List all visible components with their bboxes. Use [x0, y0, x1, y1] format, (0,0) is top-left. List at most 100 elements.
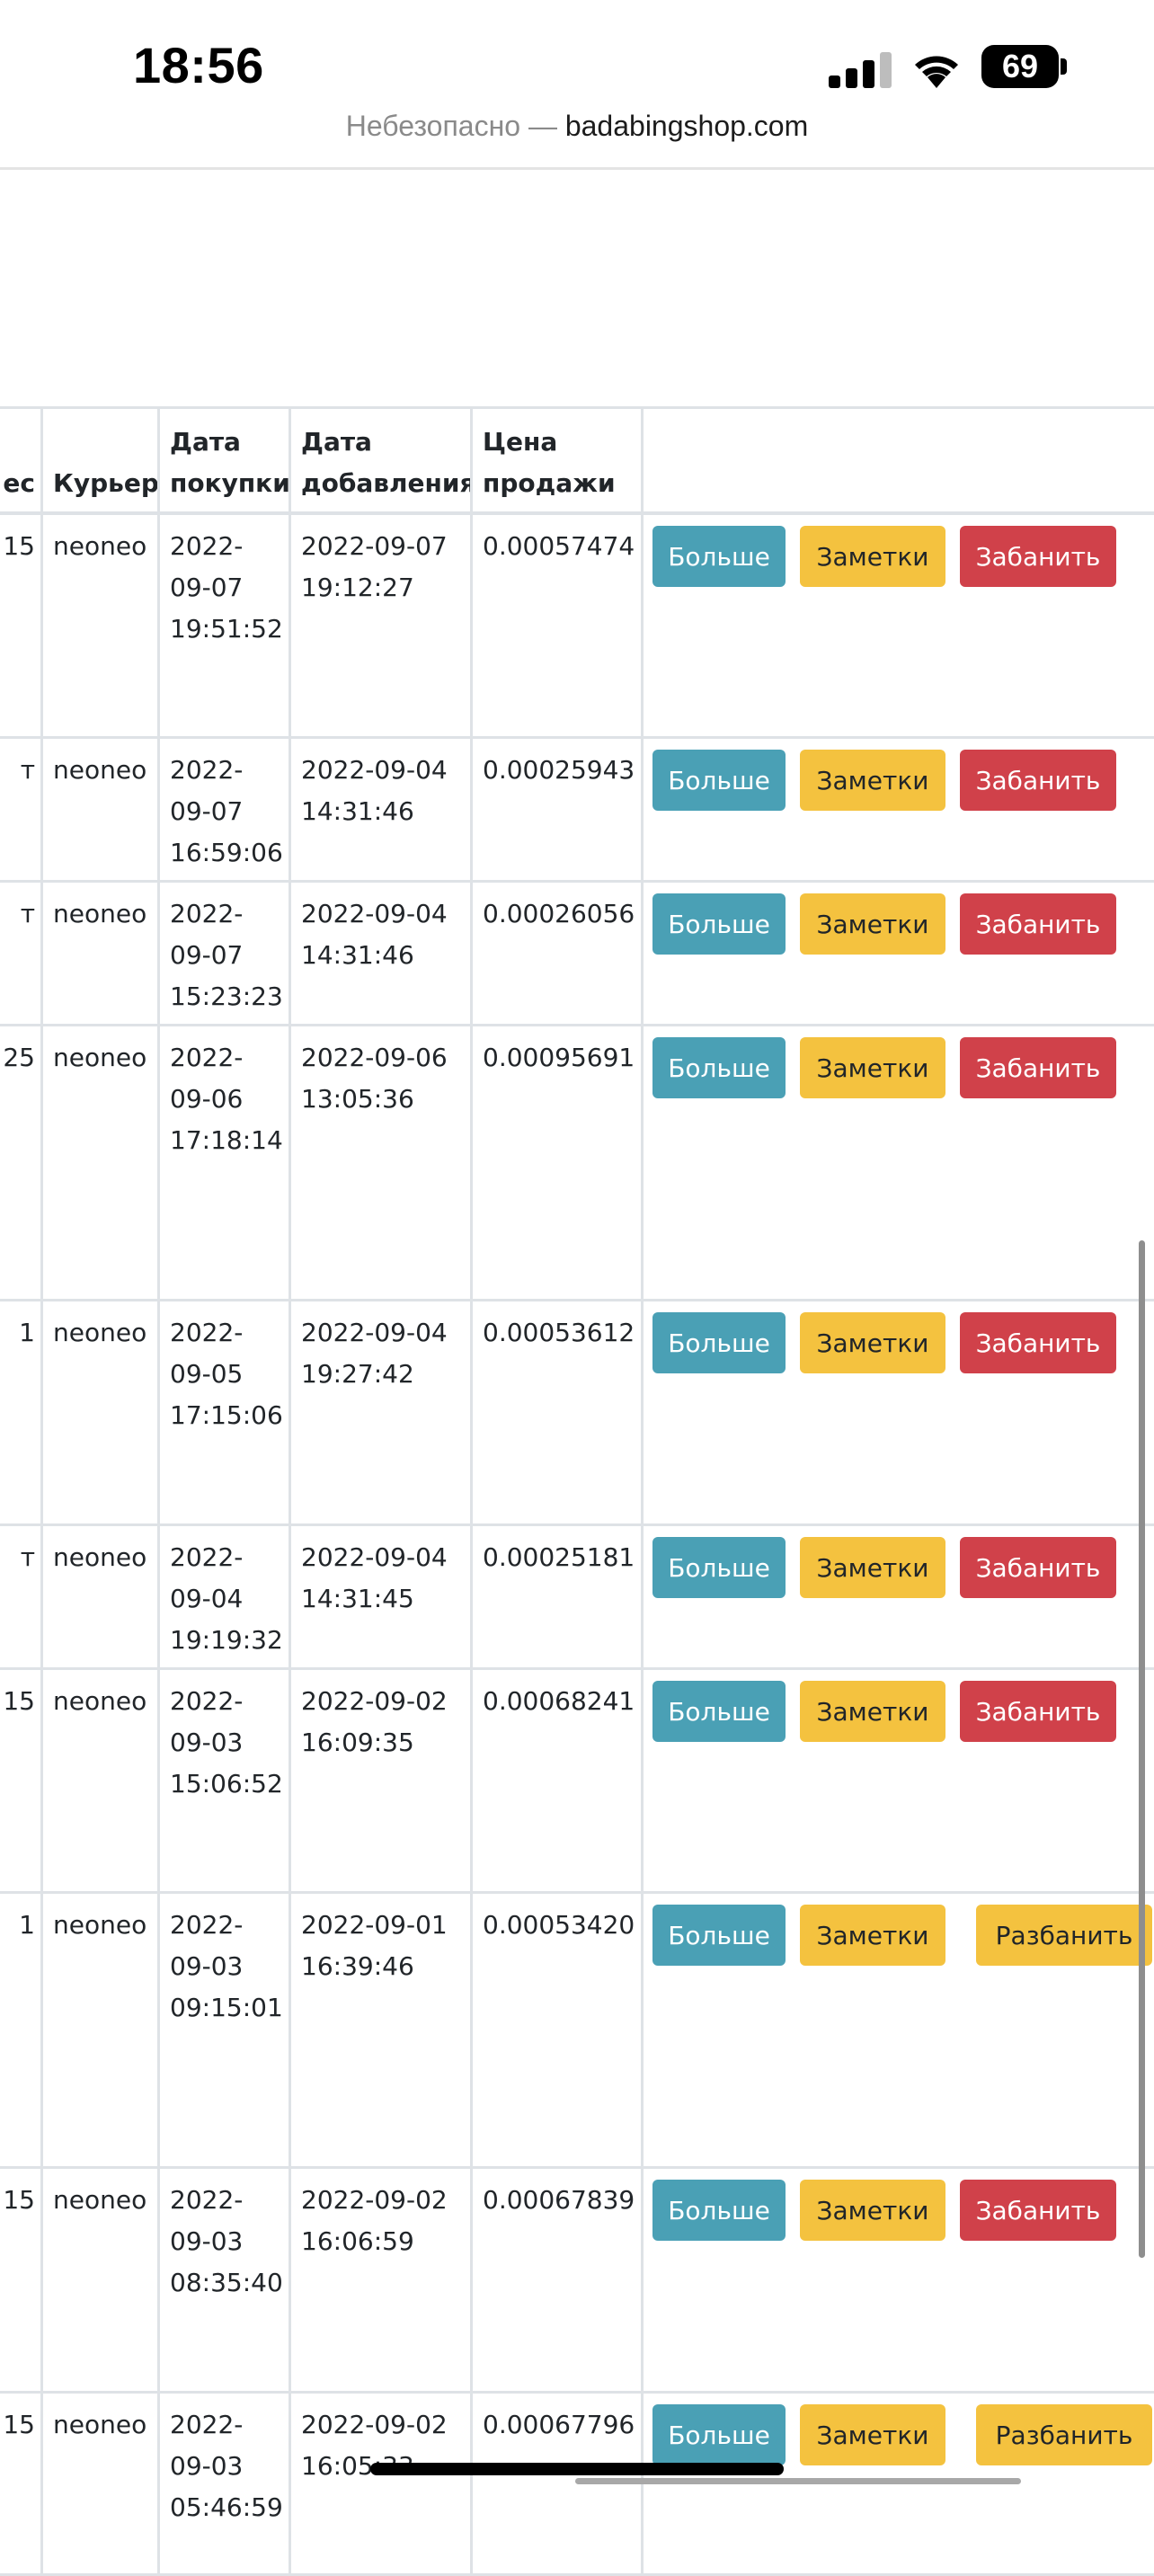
header-actions	[644, 409, 1154, 511]
battery-level: 69	[981, 45, 1059, 88]
header-cell-partial: ес	[0, 409, 43, 511]
more-button[interactable]: Больше	[652, 1537, 786, 1598]
row-added-date: 2022-09-07 19:12:27	[291, 515, 473, 736]
row-courier: neoneo	[43, 1301, 160, 1523]
header-added-date: Дата добавления	[291, 409, 473, 511]
row-purchase-date: 2022-09-03 15:06:52	[160, 1670, 291, 1891]
row-courier: neoneo	[43, 883, 160, 1024]
ban-button[interactable]: Забанить	[960, 2180, 1116, 2241]
row-purchase-date: 2022-09-03 05:46:59	[160, 2394, 291, 2573]
ban-button[interactable]: Забанить	[960, 750, 1116, 811]
row-actions: Больше Заметки Забанить	[644, 1526, 1154, 1667]
row-sale-price: 0.00068241	[473, 1670, 644, 1891]
row-sale-price: 0.00067839	[473, 2169, 644, 2391]
table-header: ес Курьер Дата покупки Дата добавления Ц…	[0, 409, 1154, 515]
more-button[interactable]: Больше	[652, 893, 786, 955]
table-row: 15 neoneo 2022-09-03 08:35:40 2022-09-02 16…	[0, 2169, 1154, 2394]
unban-button[interactable]: Разбанить	[976, 1905, 1152, 1966]
table-row: т neoneo 2022-09-04 19:19:32 2022-09-04 14:…	[0, 1526, 1154, 1670]
more-button[interactable]: Больше	[652, 1312, 786, 1373]
row-actions: Больше Заметки Забанить	[644, 1670, 1154, 1891]
table-row: 15 neoneo 2022-09-07 19:51:52 2022-09-07 19…	[0, 515, 1154, 739]
ban-button[interactable]: Забанить	[960, 526, 1116, 587]
more-button[interactable]: Больше	[652, 1037, 786, 1098]
header-courier: Курьер	[43, 409, 160, 511]
row-courier: neoneo	[43, 1526, 160, 1667]
table-row: 1 neoneo 2022-09-05 17:15:06 2022-09-04 19:…	[0, 1301, 1154, 1526]
status-time: 18:56	[133, 37, 264, 93]
row-sale-price: 0.00053420	[473, 1894, 644, 2166]
row-purchase-date: 2022-09-04 19:19:32	[160, 1526, 291, 1667]
orders-table: ес Курьер Дата покупки Дата добавления Ц…	[0, 406, 1154, 2576]
row-sale-price: 0.00026056	[473, 883, 644, 1024]
row-actions: Больше Заметки Забанить	[644, 515, 1154, 736]
row-courier: neoneo	[43, 739, 160, 880]
notes-button[interactable]: Заметки	[800, 1537, 945, 1598]
row-partial-cell: т	[0, 739, 43, 880]
row-partial-cell: 15	[0, 2394, 43, 2573]
more-button[interactable]: Больше	[652, 750, 786, 811]
row-actions: Больше Заметки Забанить	[644, 2169, 1154, 2391]
row-partial-cell: т	[0, 883, 43, 1024]
row-actions: Больше Заметки Разбанить	[644, 1894, 1154, 2166]
row-courier: neoneo	[43, 1670, 160, 1891]
row-courier: neoneo	[43, 2169, 160, 2391]
table-row: т neoneo 2022-09-07 16:59:06 2022-09-04 14:…	[0, 739, 1154, 883]
notes-button[interactable]: Заметки	[800, 2404, 945, 2465]
more-button[interactable]: Больше	[652, 2404, 786, 2465]
more-button[interactable]: Больше	[652, 2180, 786, 2241]
row-sale-price: 0.00057474	[473, 515, 644, 736]
row-sale-price: 0.00053612	[473, 1301, 644, 1523]
row-purchase-date: 2022-09-06 17:18:14	[160, 1026, 291, 1299]
table-row: т neoneo 2022-09-07 15:23:23 2022-09-04 14:…	[0, 883, 1154, 1026]
row-actions: Больше Заметки Разбанить	[644, 2394, 1154, 2573]
row-added-date: 2022-09-02 16:05:33	[291, 2394, 473, 2573]
notes-button[interactable]: Заметки	[800, 893, 945, 955]
notes-button[interactable]: Заметки	[800, 526, 945, 587]
horizontal-scrollbar[interactable]	[575, 2478, 1021, 2484]
row-courier: neoneo	[43, 1894, 160, 2166]
ban-button[interactable]: Забанить	[960, 1681, 1116, 1742]
row-purchase-date: 2022-09-07 15:23:23	[160, 883, 291, 1024]
row-courier: neoneo	[43, 1026, 160, 1299]
battery-icon: 69	[981, 45, 1068, 88]
insecure-label: Небезопасно —	[345, 110, 557, 142]
notes-button[interactable]: Заметки	[800, 1312, 945, 1373]
more-button[interactable]: Больше	[652, 1905, 786, 1966]
more-button[interactable]: Больше	[652, 1681, 786, 1742]
row-partial-cell: 15	[0, 2169, 43, 2391]
row-actions: Больше Заметки Забанить	[644, 1026, 1154, 1299]
row-added-date: 2022-09-06 13:05:36	[291, 1026, 473, 1299]
row-partial-cell: 15	[0, 515, 43, 736]
notes-button[interactable]: Заметки	[800, 1037, 945, 1098]
ban-button[interactable]: Забанить	[960, 1312, 1116, 1373]
row-actions: Больше Заметки Забанить	[644, 883, 1154, 1024]
vertical-scrollbar[interactable]	[1139, 1240, 1145, 2258]
row-added-date: 2022-09-01 16:39:46	[291, 1894, 473, 2166]
row-courier: neoneo	[43, 2394, 160, 2573]
ban-button[interactable]: Забанить	[960, 893, 1116, 955]
table-row: 15 neoneo 2022-09-03 15:06:52 2022-09-02 16…	[0, 1670, 1154, 1894]
address-bar[interactable]: Небезопасно — badabingshop.com	[0, 110, 1154, 143]
ban-button[interactable]: Забанить	[960, 1037, 1116, 1098]
row-added-date: 2022-09-02 16:09:35	[291, 1670, 473, 1891]
notes-button[interactable]: Заметки	[800, 750, 945, 811]
ban-button[interactable]: Забанить	[960, 1537, 1116, 1598]
row-actions: Больше Заметки Забанить	[644, 739, 1154, 880]
unban-button[interactable]: Разбанить	[976, 2404, 1152, 2465]
row-purchase-date: 2022-09-07 19:51:52	[160, 515, 291, 736]
home-indicator[interactable]	[370, 2463, 784, 2475]
notes-button[interactable]: Заметки	[800, 2180, 945, 2241]
row-partial-cell: 1	[0, 1301, 43, 1523]
more-button[interactable]: Больше	[652, 526, 786, 587]
table-row: 25 neoneo 2022-09-06 17:18:14 2022-09-06 13…	[0, 1026, 1154, 1301]
header-sale-price: Цена продажи	[473, 409, 644, 511]
row-purchase-date: 2022-09-05 17:15:06	[160, 1301, 291, 1523]
row-purchase-date: 2022-09-03 08:35:40	[160, 2169, 291, 2391]
row-added-date: 2022-09-04 14:31:46	[291, 883, 473, 1024]
notes-button[interactable]: Заметки	[800, 1905, 945, 1966]
notes-button[interactable]: Заметки	[800, 1681, 945, 1742]
wifi-icon	[915, 56, 958, 88]
row-added-date: 2022-09-02 16:06:59	[291, 2169, 473, 2391]
row-sale-price: 0.00025181	[473, 1526, 644, 1667]
